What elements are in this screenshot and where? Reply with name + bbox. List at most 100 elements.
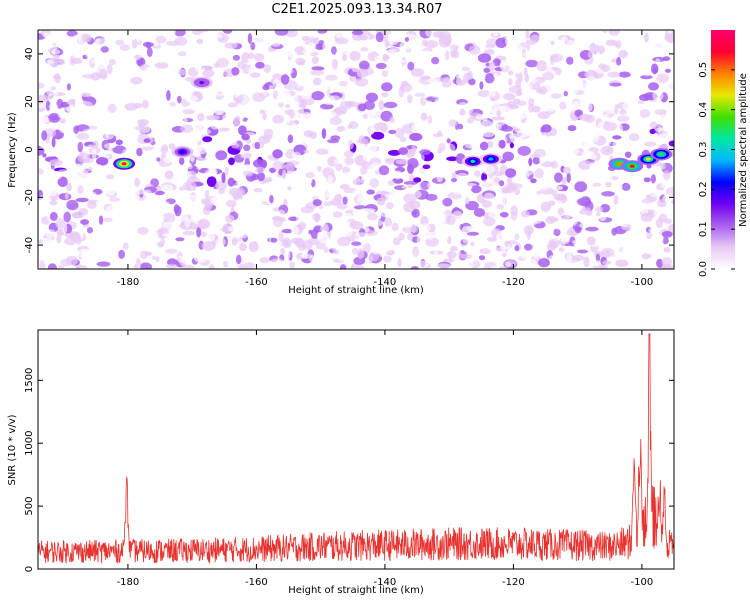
heatmap-cell: [323, 246, 329, 253]
heatmap-cell: [241, 133, 250, 141]
heatmap-cell: [537, 111, 550, 120]
heatmap-cell: [566, 229, 576, 236]
heatmap-cell: [354, 77, 369, 87]
heatmap-cell: [233, 116, 240, 127]
heatmap-cell: [479, 141, 489, 151]
heatmap-cell: [188, 242, 198, 248]
heatmap-cell: [230, 35, 243, 44]
heatmap-cell: [184, 95, 199, 103]
heatmap-ticks: -180 -160 -140 -120 -100 -40 -20 0 20 40: [24, 30, 674, 288]
heatmap-cell: [363, 100, 375, 110]
heatmap-cell: [306, 183, 312, 190]
heatmap-cell: [470, 62, 475, 69]
heatmap-cell: [236, 198, 244, 206]
heatmap-cell: [287, 160, 300, 166]
heatmap-cell: [569, 104, 576, 112]
heatmap-cell: [506, 110, 517, 116]
heatmap-cell: [520, 210, 530, 218]
heatmap-cell: [397, 258, 402, 268]
x-tick-label: -180: [117, 277, 140, 288]
heatmap-cell: [143, 152, 148, 158]
heatmap-cell: [628, 133, 640, 142]
heatmap-cell: [466, 70, 473, 81]
heatmap-cell: [161, 221, 176, 229]
heatmap-cell: [644, 126, 649, 138]
heatmap-cell: [85, 49, 95, 60]
heatmap-cell: [381, 82, 393, 92]
heatmap-cell: [601, 145, 614, 153]
heatmap-cell: [422, 39, 428, 46]
heatmap-cell: [236, 254, 242, 265]
heatmap-cell: [224, 134, 233, 144]
heatmap-cell: [222, 114, 230, 125]
heatmap-cell: [668, 140, 674, 147]
heatmap-cell: [661, 231, 673, 238]
heatmap-cell: [557, 207, 565, 216]
heatmap-cell: [52, 256, 59, 263]
heatmap-cell: [554, 67, 562, 76]
heatmap-cell: [657, 234, 664, 245]
heatmap-cell: [315, 241, 326, 250]
heatmap-cell: [225, 199, 237, 208]
heatmap-cell: [403, 181, 418, 185]
heatmap-cell: [137, 226, 149, 235]
heatmap-cell: [507, 230, 515, 239]
heatmap-cell: [280, 247, 286, 255]
heatmap-cell: [301, 177, 309, 186]
heatmap-cell: [133, 264, 139, 269]
heatmap-cell: [327, 145, 335, 156]
heatmap-cell: [51, 137, 56, 148]
heatmap-cell: [345, 194, 357, 204]
heatmap-cell: [459, 253, 472, 260]
heatmap-cell: [47, 263, 57, 269]
heatmap-cell: [272, 183, 278, 192]
heatmap-cell: [493, 31, 498, 37]
heatmap-cell: [145, 41, 152, 49]
heatmap-cell: [365, 92, 378, 103]
heatmap-cell: [502, 93, 516, 101]
heatmap-cell: [433, 230, 442, 235]
heatmap-cell: [271, 216, 283, 221]
heatmap-cell: [160, 184, 174, 192]
heatmap-cell: [99, 101, 105, 107]
heatmap-cell: [202, 68, 215, 78]
heatmap-cell: [362, 152, 371, 162]
heatmap-cell: [395, 158, 410, 165]
heatmap-cell: [78, 208, 89, 216]
heatmap-cell: [82, 74, 95, 79]
heatmap-cell: [254, 250, 269, 258]
heatmap-cell: [507, 101, 516, 108]
heatmap-cell: [360, 47, 369, 52]
heatmap-cell: [238, 74, 249, 80]
heatmap-cell: [42, 32, 51, 39]
heatmap-cell: [179, 257, 190, 267]
heatmap-y-axis-label: Frequency (Hz): [7, 112, 18, 188]
heatmap-cell: [539, 239, 550, 246]
heatmap-cell: [424, 40, 439, 49]
heatmap-cell: [303, 149, 309, 154]
heatmap-cell: [231, 67, 240, 76]
heatmap-cell: [143, 156, 152, 167]
heatmap-cell: [669, 250, 674, 258]
heatmap-cell: [476, 222, 486, 233]
heatmap-cell: [96, 157, 109, 166]
heatmap-cell: [292, 121, 303, 130]
heatmap-cell: [437, 64, 451, 71]
heatmap-cell: [351, 134, 356, 143]
heatmap-cell: [167, 239, 175, 245]
heatmap-cell: [345, 260, 352, 269]
heatmap-cell: [315, 261, 323, 268]
heatmap-cell: [64, 232, 75, 238]
heatmap-cell: [389, 116, 395, 124]
heatmap-cell: [516, 216, 528, 226]
heatmap-cell: [77, 185, 84, 195]
heatmap-cell: [337, 236, 351, 247]
heatmap-cell: [543, 168, 557, 180]
heatmap-cell: [425, 30, 433, 37]
heatmap-cell: [263, 185, 269, 192]
heatmap-cell: [150, 231, 159, 241]
heatmap-cell: [420, 112, 428, 121]
heatmap-cell: [622, 102, 630, 110]
heatmap-cell: [601, 191, 615, 197]
heatmap-cell: [278, 231, 284, 242]
